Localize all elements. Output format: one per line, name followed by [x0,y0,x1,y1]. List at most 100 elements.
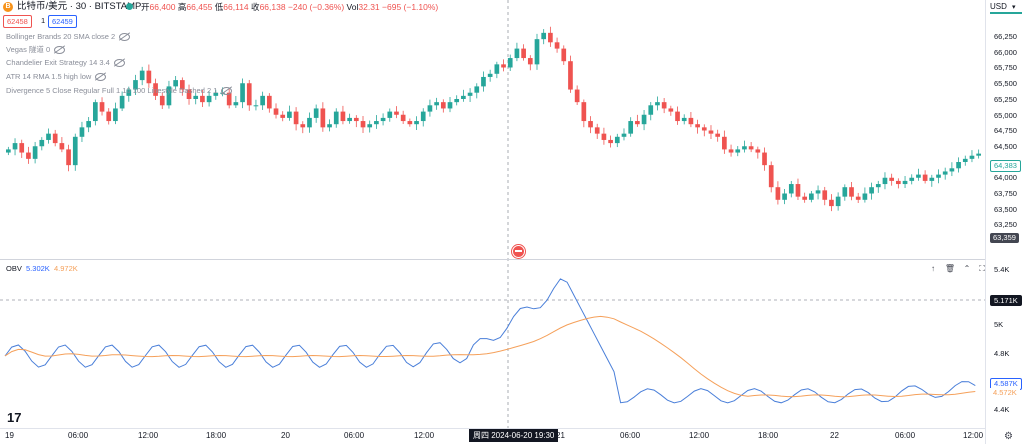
candle-body [113,108,118,122]
indicator-bollinger[interactable]: Bollinger Brands 20 SMA close 2 [6,31,131,43]
candle-body [889,177,895,181]
candle-body [922,174,928,181]
candle-body [126,89,132,96]
eye-hidden-icon[interactable] [54,46,66,55]
candle-body [19,143,25,153]
candle-body [447,102,453,109]
chart-canvas[interactable] [0,0,985,428]
symbol-title[interactable]: 比特币/美元 · 30 · BITSTAMP [17,1,142,12]
candle-body [380,117,386,122]
indicator-atr[interactable]: ATR 14 RMA 1.5 high low [6,71,107,83]
candle-body [266,95,272,109]
vol-change-value: −695 (−1.10%) [382,2,439,12]
maximize-icon[interactable]: ⛶ [979,264,985,273]
chevron-down-icon[interactable]: ▾ [1012,4,1016,11]
candle-body [313,108,319,118]
candle-body [768,165,774,188]
candle-body [648,105,654,115]
candle-body [581,102,587,122]
candle-body [193,95,199,99]
candle-body [835,196,841,207]
candle-body [79,127,85,137]
candle-body [655,102,660,106]
candle-body [862,193,868,200]
move-up-icon[interactable]: ↑ [931,264,935,273]
candle-body [367,124,373,128]
indicator-divergence[interactable]: Divergence 5 Close Regular Full 1 10 100… [6,85,233,97]
pane-divider[interactable] [0,259,985,260]
candle-body [59,143,65,150]
change-value: −240 (−0.36%) [287,2,345,12]
candle-body [353,117,359,122]
eye-hidden-icon[interactable] [113,59,125,68]
indicator-label: ATR 14 RMA 1.5 high low [6,72,92,81]
candle-body [976,153,981,156]
collapse-icon[interactable]: ⌃ [963,264,971,273]
time-tick: 06:00 [344,431,365,440]
candle-body [407,121,413,125]
candle-body [340,111,346,122]
candle-body [487,73,493,77]
low-label: 低 [214,2,224,12]
candle-body [253,105,259,107]
obv-crosshair-value: 5.171K [990,295,1022,306]
candle-body [614,136,620,144]
candle-body [481,76,486,87]
candle-body [942,171,948,175]
candle-body [119,95,125,109]
candle-body [722,136,727,150]
candle-body [956,162,961,169]
candle-body [507,58,513,68]
candle-body [822,190,828,200]
candle-body [755,149,761,153]
high-label: 高 [177,2,187,12]
candle-body [809,193,814,200]
eye-hidden-icon[interactable] [95,73,107,82]
candle-body [802,196,808,200]
candle-body [962,158,968,162]
us-flag-event-icon[interactable] [512,245,525,258]
candle-body [387,111,393,118]
candle-body [360,121,366,128]
spread-value: 1 [41,16,46,25]
candle-body [661,102,667,109]
price-tick: 66,250 [994,32,1017,41]
candle-body [788,184,794,194]
candle-body [728,149,734,153]
price-axis[interactable] [985,0,1024,444]
obv-legend[interactable]: OBV 5.302K 4.972K [6,264,78,273]
obv-tick: 5.4K [994,265,1010,274]
candle-body [548,32,553,43]
eye-hidden-icon[interactable] [221,87,233,96]
tradingview-logo[interactable]: 17 [7,410,22,425]
indicator-vegas[interactable]: Vegas 隧道 0 [6,44,66,56]
candle-body [795,184,801,197]
indicator-chandelier[interactable]: Chandelier Exit Strategy 14 3.4 [6,57,125,69]
time-tick: 12:00 [963,431,984,440]
gear-icon[interactable]: ⚙ [1004,431,1013,442]
candle-body [588,121,593,128]
candle-body [99,102,105,112]
candle-body [829,199,834,207]
low-value: 66,114 [223,2,249,12]
indicator-label: Bollinger Brands 20 SMA close 2 [6,32,116,41]
sell-price-button[interactable]: 62458 [3,15,32,28]
delete-icon[interactable]: 🗑 [944,264,956,273]
buy-price-button[interactable]: 62459 [48,15,77,28]
candle-body [541,32,547,40]
price-tick: 63,250 [994,220,1017,230]
candle-body [842,187,848,197]
candle-body [347,117,352,122]
time-tick: 20 [281,431,290,440]
candle-body [461,95,466,99]
candle-body [969,155,975,159]
time-axis[interactable] [0,428,985,445]
candle-body [300,124,306,128]
close-label: 收 [251,2,260,12]
time-tick: 06:00 [68,431,89,440]
candle-body [875,184,881,188]
eye-hidden-icon[interactable] [119,33,131,42]
candle-body [902,180,908,185]
currency-selector[interactable]: USD [990,2,1007,11]
last-price-label: 64,383 [990,160,1021,172]
